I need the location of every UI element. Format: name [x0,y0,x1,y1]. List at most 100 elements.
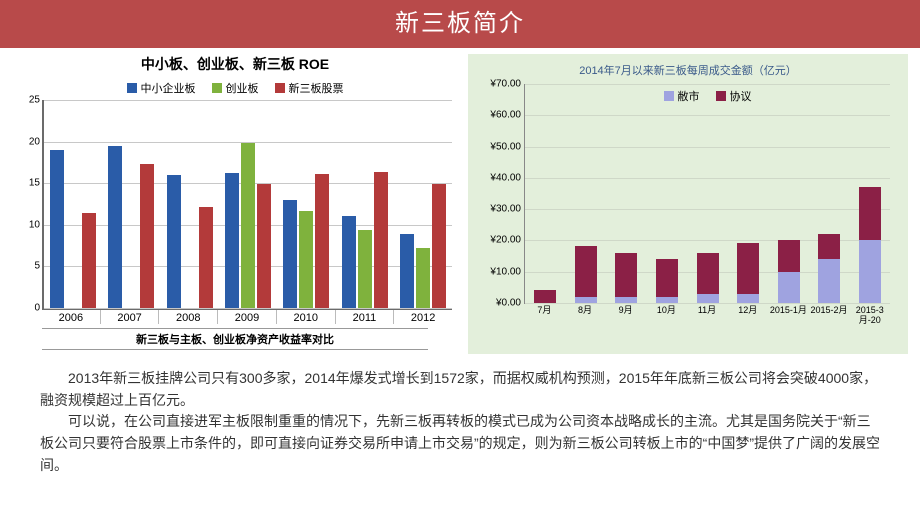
y-tick-label: ¥0.00 [496,298,525,309]
legend-swatch [212,83,222,93]
legend-item: 新三板股票 [275,80,344,96]
volume-chart: 2014年7月以来新三板每周成交金额（亿元） 敝市协议 ¥0.00¥10.00¥… [468,54,908,354]
bar-segment-top [656,259,678,297]
y-tick-label: 0 [34,303,44,314]
legend-label: 新三板股票 [289,80,344,96]
bar-segment-top [575,246,597,296]
bar [199,207,213,308]
x-label: 2012 [393,310,452,324]
stack-group [687,84,728,303]
bar-segment-top [859,187,881,240]
volume-chart-title: 2014年7月以来新三板每周成交金额（亿元） [480,62,896,78]
gridline [44,308,452,309]
bar-segment-bottom [697,294,719,303]
bar [374,172,388,308]
body-text: 2013年新三板挂牌公司只有300多家，2014年爆发式增长到1572家，而据权… [0,354,920,476]
stack-group [525,84,566,303]
bar-group [335,100,393,308]
bar-segment-bottom [615,297,637,303]
x-label: 7月 [524,304,565,326]
bar [342,216,356,308]
x-label: 2007 [100,310,159,324]
x-label: 8月 [565,304,606,326]
bar [416,248,430,308]
page-title: 新三板简介 [0,0,920,48]
bar-segment-top [737,243,759,293]
stack-group [809,84,850,303]
bar [299,211,313,308]
roe-chart: 中小板、创业板、新三板 ROE 中小企业板 创业板 新三板股票 0510152025… [12,54,458,354]
stacked-bar [859,187,881,303]
x-label: 2015-3月-20 [849,304,890,326]
stacked-bar [818,234,840,303]
stacked-bar [575,246,597,303]
bar-group [219,100,277,308]
bar-group [44,100,102,308]
x-label: 10月 [646,304,687,326]
legend-item: 创业板 [212,80,259,96]
bar [257,184,271,308]
roe-plot-area: 0510152025 [42,100,452,310]
x-label: 2010 [276,310,335,324]
roe-x-labels: 2006200720082009201020112012 [42,310,452,324]
y-tick-label: 5 [34,261,44,272]
legend-swatch [127,83,137,93]
bar [400,234,414,308]
stacked-bar [534,290,556,303]
y-tick-label: 20 [29,136,44,147]
x-label: 2015-2月 [809,304,850,326]
x-label: 9月 [605,304,646,326]
y-tick-label: ¥70.00 [490,79,525,90]
bar [241,143,255,308]
stacked-bar [615,253,637,303]
legend-item: 中小企业板 [127,80,196,96]
y-tick-label: ¥30.00 [490,204,525,215]
stack-group [850,84,891,303]
bar-groups [44,100,452,308]
stack-group [768,84,809,303]
bar-segment-top [778,240,800,271]
bar-segment-bottom [818,259,840,303]
gridline [525,303,890,304]
roe-chart-caption: 新三板与主板、创业板净资产收益率对比 [42,328,428,350]
bar-group [277,100,335,308]
stacked-bar [697,253,719,303]
stack-group [647,84,688,303]
y-tick-label: ¥40.00 [490,172,525,183]
x-label: 2011 [335,310,394,324]
x-label: 12月 [727,304,768,326]
stacked-bar [778,240,800,303]
roe-chart-legend: 中小企业板 创业板 新三板股票 [12,80,458,96]
bar [82,213,96,308]
bar-segment-top [697,253,719,294]
stack-group [728,84,769,303]
stack-group [566,84,607,303]
bar-segment-top [818,234,840,259]
roe-chart-title: 中小板、创业板、新三板 ROE [12,54,458,74]
bar-segment-bottom [859,240,881,303]
stacked-bar [656,259,678,303]
x-label: 2015-1月 [768,304,809,326]
y-tick-label: 25 [29,95,44,106]
bar [167,175,181,308]
bar [140,164,154,308]
stacked-bar [737,243,759,303]
y-tick-label: 10 [29,219,44,230]
legend-label: 创业板 [226,80,259,96]
bar-group [161,100,219,308]
legend-swatch [275,83,285,93]
x-label: 2009 [217,310,276,324]
stack-group [606,84,647,303]
bar [50,150,64,308]
y-tick-label: ¥50.00 [490,141,525,152]
bar [432,184,446,308]
y-tick-label: ¥20.00 [490,235,525,246]
paragraph-2: 可以说，在公司直接进军主板限制重重的情况下，先新三板再转板的模式已成为公司资本战… [40,411,880,476]
legend-label: 中小企业板 [141,80,196,96]
y-tick-label: ¥60.00 [490,110,525,121]
bar-segment-bottom [778,272,800,303]
volume-plot-area: 敝市协议 ¥0.00¥10.00¥20.00¥30.00¥40.00¥50.00… [524,84,890,304]
paragraph-1: 2013年新三板挂牌公司只有300多家，2014年爆发式增长到1572家，而据权… [40,368,880,411]
bar [283,200,297,308]
bar-segment-top [534,290,556,303]
